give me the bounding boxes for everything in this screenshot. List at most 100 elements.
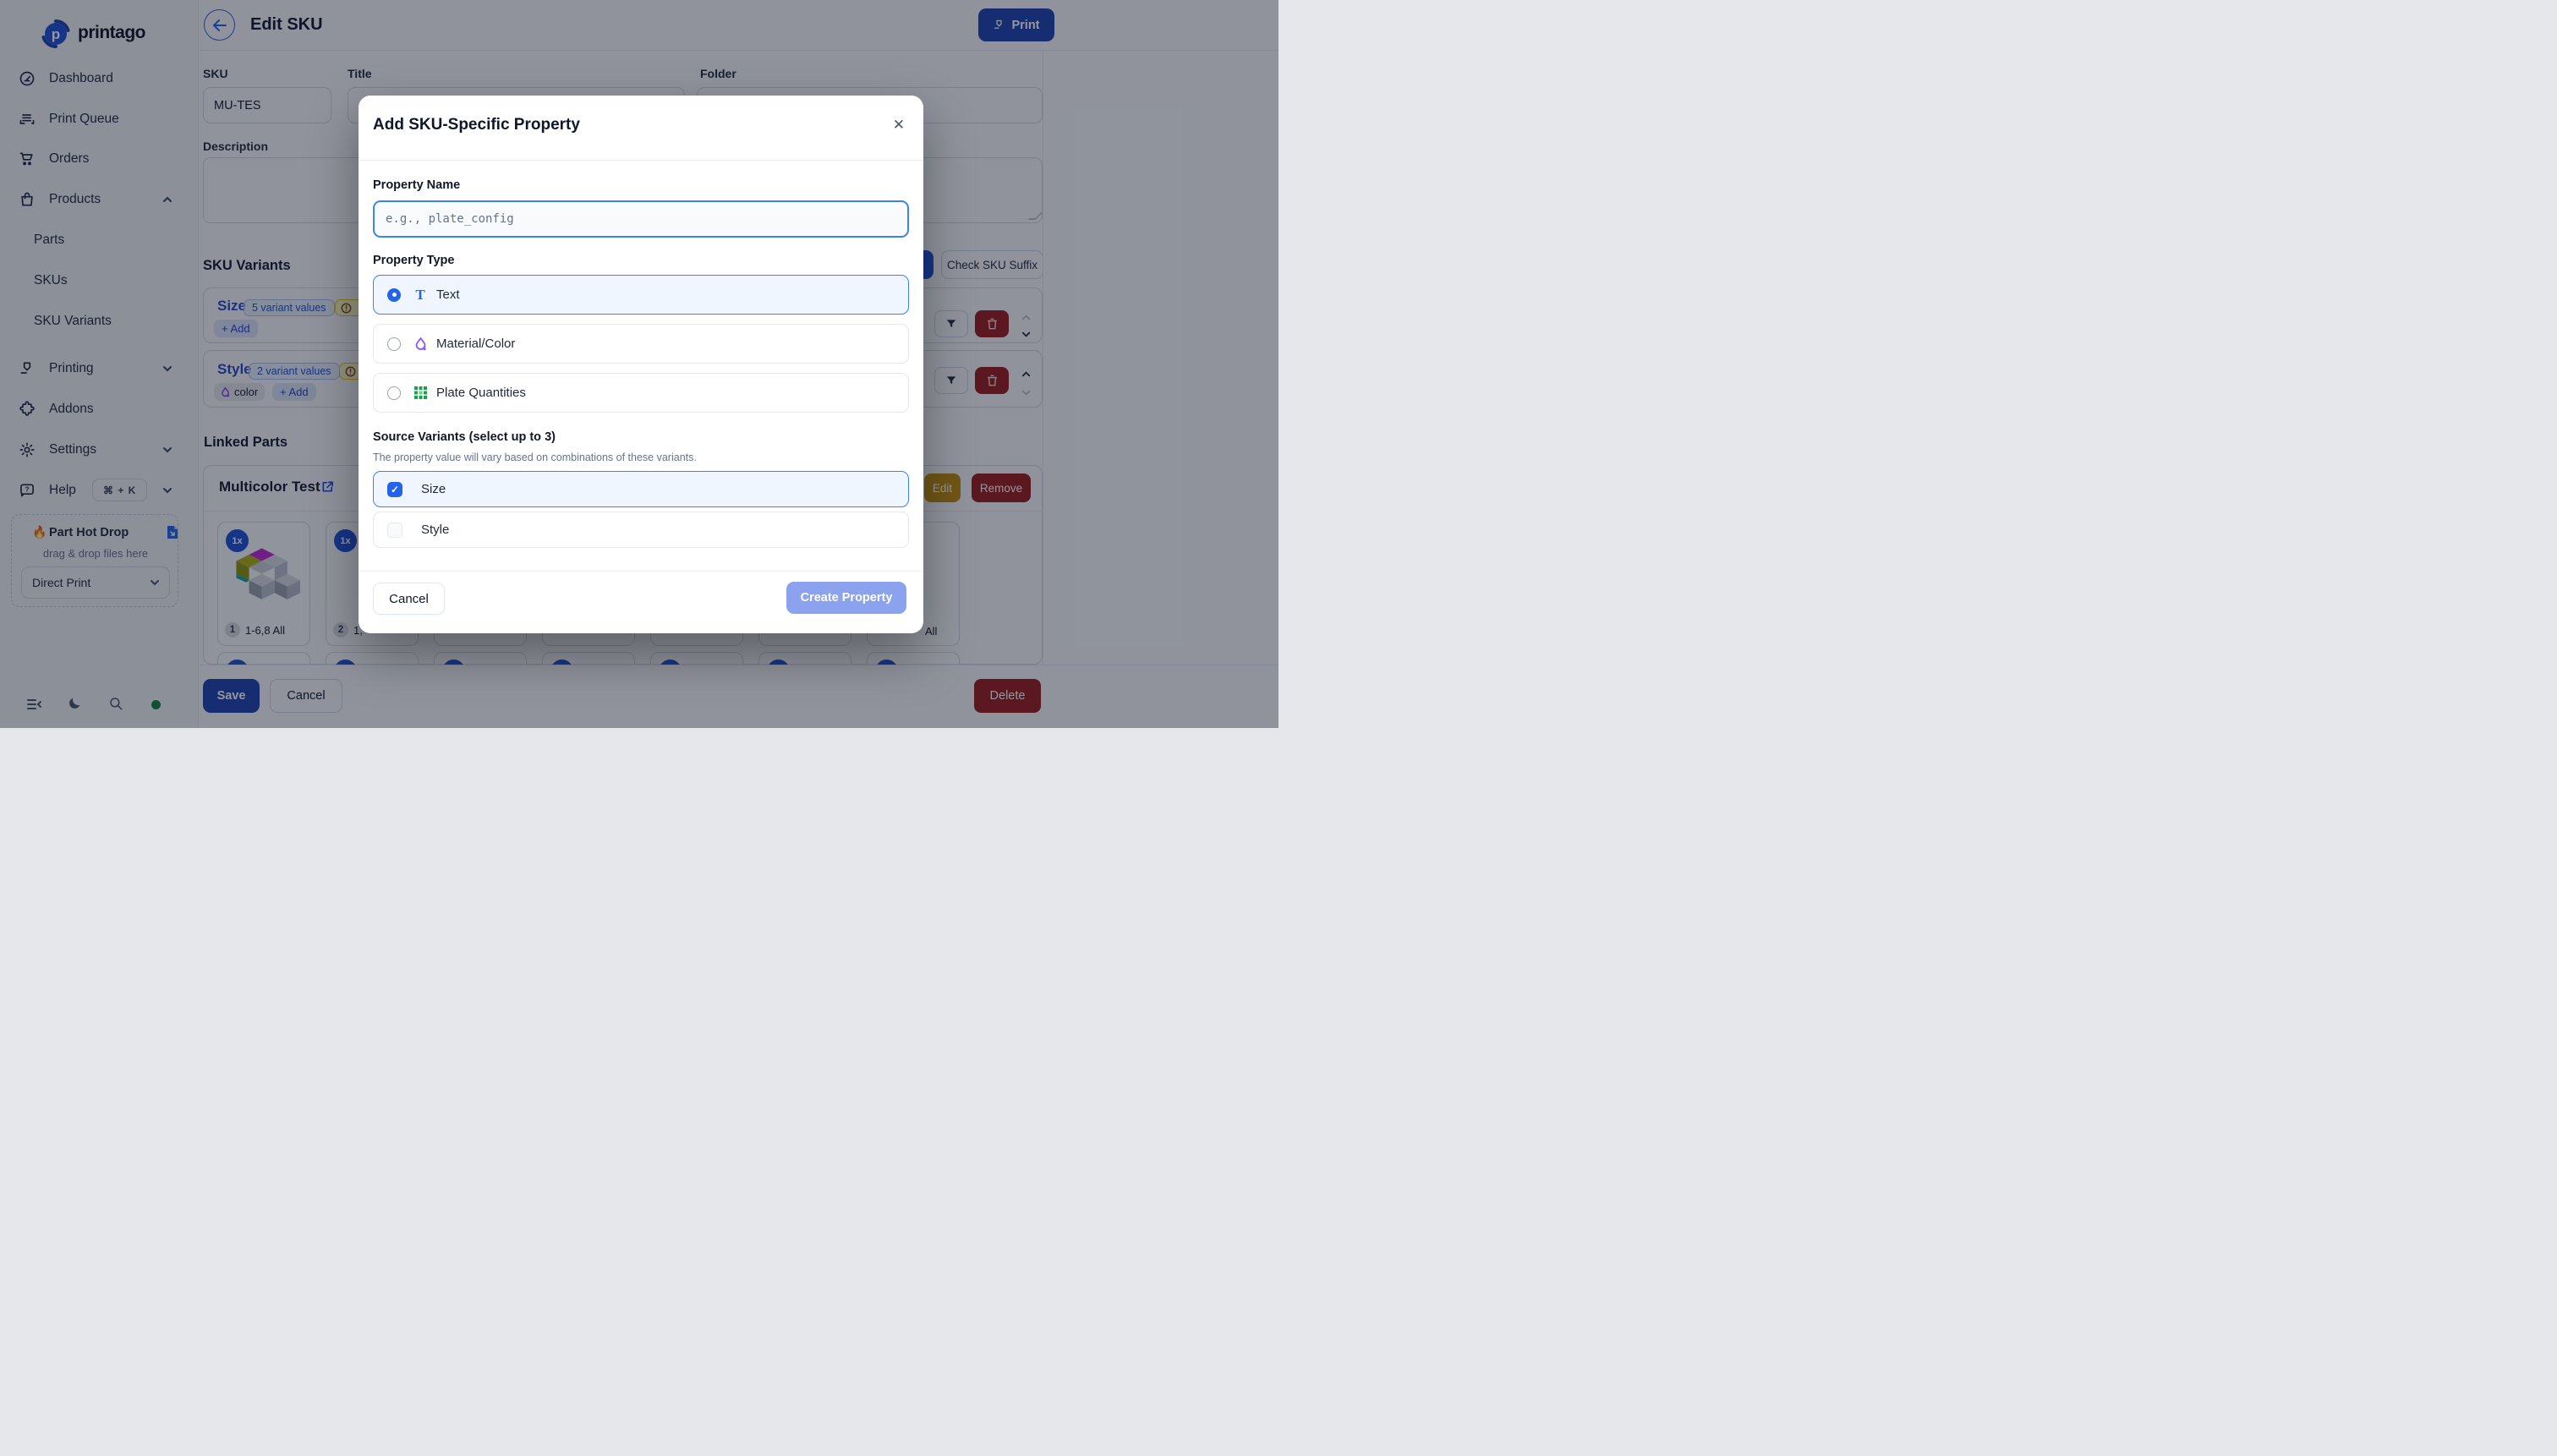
brand-wordmark: printago <box>78 23 146 42</box>
sidebar-item-products[interactable]: Products <box>0 183 199 216</box>
print-queue-icon <box>19 114 35 124</box>
fire-icon: 🔥 <box>32 525 47 539</box>
edit-linked-part-button[interactable]: Edit <box>924 473 961 502</box>
trash-icon <box>987 375 997 386</box>
radio-icon <box>387 337 401 351</box>
svg-text:p: p <box>52 26 60 42</box>
filter-button[interactable] <box>934 367 968 394</box>
sidebar-item-orders[interactable]: Orders <box>0 142 199 176</box>
property-name-label: Property Name <box>373 178 461 192</box>
sidebar-item-addons[interactable]: Addons <box>0 392 199 426</box>
printago-logo-icon: p <box>41 19 70 48</box>
text-icon: T <box>415 287 425 303</box>
folder-label: Folder <box>700 67 736 80</box>
modal-cancel-button[interactable]: Cancel <box>373 583 445 615</box>
arrow-left-icon <box>213 19 227 31</box>
move-down-icon[interactable] <box>1021 387 1032 398</box>
part-plate-tile[interactable]: 1x 1 1-6,8 All <box>217 522 310 646</box>
delete-variant-button[interactable] <box>975 310 1009 337</box>
variant-name: Style <box>217 361 252 377</box>
checkbox-checked-icon: ✓ <box>387 481 402 497</box>
plate-range-label: 1-6,8 All <box>245 623 285 637</box>
move-up-icon[interactable] <box>1021 312 1032 323</box>
variant-count-badge: 2 variant values <box>249 363 340 380</box>
property-name-input[interactable] <box>373 200 909 238</box>
status-dot[interactable] <box>151 700 161 709</box>
warning-icon <box>345 366 356 376</box>
chevron-down-icon <box>151 580 159 586</box>
part-hot-drop-panel[interactable]: 🔥 Part Hot Drop drag & drop files here D… <box>11 514 178 607</box>
sidebar-item-parts[interactable]: Parts <box>34 233 65 247</box>
plate-preview-image <box>236 548 300 599</box>
sidebar-item-printing[interactable]: Printing <box>0 352 199 386</box>
source-variants-label: Source Variants (select up to 3) <box>373 430 556 444</box>
page-title: Edit SKU <box>250 15 323 34</box>
add-variant-value-button[interactable]: + Add <box>272 383 316 401</box>
quantity-badge: 1x <box>334 529 357 552</box>
puzzle-icon <box>19 401 35 416</box>
plate-range-label: 1, <box>353 623 363 637</box>
add-variant-value-button[interactable]: + Add <box>214 320 258 337</box>
chevron-down-icon <box>163 366 172 372</box>
funnel-icon <box>946 320 956 328</box>
title-label: Title <box>348 67 372 80</box>
cancel-button[interactable]: Cancel <box>270 679 342 713</box>
external-link-icon[interactable] <box>321 480 334 493</box>
hot-drop-hint: drag & drop files here <box>42 547 149 560</box>
move-down-icon[interactable] <box>1021 329 1032 340</box>
cart-icon <box>19 152 33 166</box>
back-button[interactable] <box>204 9 235 41</box>
sidebar-item-sku-variants[interactable]: SKU Variants <box>34 314 112 328</box>
hot-drop-title: Part Hot Drop <box>49 526 129 539</box>
close-icon[interactable]: ✕ <box>892 117 905 133</box>
save-button[interactable]: Save <box>203 679 260 713</box>
checkbox-icon <box>387 522 402 538</box>
collapse-sidebar-icon[interactable] <box>27 698 42 710</box>
move-up-icon[interactable] <box>1021 369 1032 380</box>
delete-button[interactable]: Delete <box>974 679 1041 713</box>
hot-drop-mode-select[interactable]: Direct Print <box>21 567 170 599</box>
sidebar-item-settings[interactable]: Settings <box>0 433 199 467</box>
sku-label: SKU <box>203 67 228 80</box>
print-button[interactable]: Print <box>978 8 1054 41</box>
property-type-label: Property Type <box>373 254 455 267</box>
plate-number: 1 <box>225 622 240 638</box>
variant-count-badge: 5 variant values <box>244 299 335 316</box>
gauge-icon <box>19 71 35 86</box>
funnel-icon <box>946 376 956 385</box>
filter-button[interactable] <box>934 310 968 337</box>
linked-parts-heading: Linked Parts <box>204 435 288 450</box>
plate-range-label: All <box>925 625 938 638</box>
chevron-down-icon <box>163 447 172 453</box>
sku-variants-heading: SKU Variants <box>203 258 291 273</box>
warning-icon <box>341 303 352 313</box>
material-drop-icon <box>415 337 426 350</box>
property-type-option-material-color[interactable]: Material/Color <box>373 324 909 364</box>
property-type-option-text[interactable]: T Text <box>373 275 909 315</box>
sidebar-item-dashboard[interactable]: Dashboard <box>0 62 199 96</box>
property-type-option-plate-quantities[interactable]: Plate Quantities <box>373 373 909 413</box>
svg-text:?: ? <box>25 485 29 494</box>
sidebar: p printago Dashboard Print Queue Orders … <box>0 0 199 728</box>
radio-selected-icon <box>387 287 401 302</box>
sidebar-item-help[interactable]: ? Help ⌘ + K <box>0 473 199 507</box>
app-root: p printago Dashboard Print Queue Orders … <box>0 0 1278 728</box>
footer-bar <box>199 665 1278 728</box>
sidebar-item-skus[interactable]: SKUs <box>34 273 68 287</box>
create-property-button[interactable]: Create Property <box>786 582 906 614</box>
chevron-down-icon <box>163 488 172 494</box>
search-icon[interactable] <box>108 696 123 711</box>
printer-icon <box>994 19 1003 29</box>
plate-number: 2 <box>333 622 348 638</box>
source-variants-description: The property value will vary based on co… <box>373 452 697 463</box>
sidebar-item-print-queue[interactable]: Print Queue <box>0 102 199 136</box>
delete-variant-button[interactable] <box>975 367 1009 394</box>
sku-input[interactable]: MU-TES <box>203 87 331 123</box>
linked-part-title: Multicolor Test <box>219 479 320 495</box>
source-variant-option-size[interactable]: ✓ Size <box>373 471 909 507</box>
file-import-icon <box>167 526 178 539</box>
dark-mode-moon-icon[interactable] <box>67 696 82 711</box>
radio-icon <box>387 386 401 400</box>
source-variant-option-style[interactable]: Style <box>373 512 909 548</box>
remove-linked-part-button[interactable]: Remove <box>972 473 1031 502</box>
